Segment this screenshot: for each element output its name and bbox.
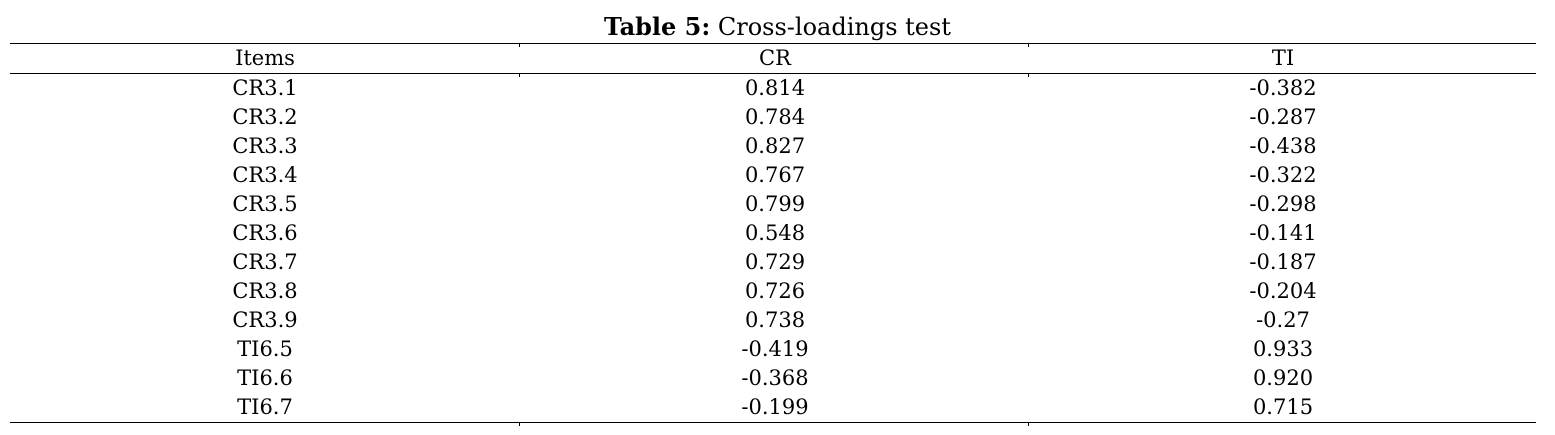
table-row: TI6.5 -0.419 0.933 — [10, 335, 1536, 364]
table-header-row: Items CR TI — [10, 43, 1536, 74]
cell-item: TI6.6 — [237, 366, 293, 390]
table-row: CR3.5 0.799 -0.298 — [10, 190, 1536, 219]
cell-cr: 0.827 — [744, 134, 806, 158]
cross-loadings-table: Items CR TI CR3.1 0.814 -0.382 CR3.2 0.784 -0… — [10, 43, 1536, 423]
cell-item: TI6.5 — [237, 337, 293, 361]
cell-item: TI6.7 — [237, 395, 293, 419]
table-caption-label: Table 5: — [604, 12, 711, 41]
cell-ti: -0.204 — [1249, 279, 1317, 303]
cell-ti: -0.187 — [1249, 250, 1317, 274]
cell-item: CR3.4 — [232, 163, 298, 187]
cell-item: CR3.1 — [232, 76, 298, 100]
cell-cr: -0.199 — [741, 395, 809, 419]
cell-item: CR3.3 — [232, 134, 298, 158]
cell-cr: -0.419 — [741, 337, 809, 361]
cell-cr: 0.784 — [744, 105, 806, 129]
table-caption: Table 5: Cross-loadings test — [0, 12, 1555, 42]
cell-item: CR3.5 — [232, 192, 298, 216]
cell-cr: 0.814 — [744, 76, 806, 100]
table-row: CR3.4 0.767 -0.322 — [10, 161, 1536, 190]
table-caption-title: Cross-loadings test — [717, 13, 951, 41]
table-body: CR3.1 0.814 -0.382 CR3.2 0.784 -0.287 CR3.3 0.8… — [10, 74, 1536, 423]
cell-item: CR3.6 — [232, 221, 298, 245]
cell-ti: -0.382 — [1249, 76, 1317, 100]
cell-ti: -0.27 — [1256, 308, 1310, 332]
cell-cr: 0.799 — [744, 192, 806, 216]
header-ti: TI — [1271, 46, 1295, 70]
cell-item: CR3.2 — [232, 105, 298, 129]
table-row: CR3.3 0.827 -0.438 — [10, 132, 1536, 161]
cross-loadings-table-container: Items CR TI CR3.1 0.814 -0.382 CR3.2 0.784 -0… — [10, 43, 1536, 423]
table-row: CR3.1 0.814 -0.382 — [10, 74, 1536, 104]
cell-cr: -0.368 — [741, 366, 809, 390]
cell-cr: 0.729 — [744, 250, 806, 274]
table-row: CR3.7 0.729 -0.187 — [10, 248, 1536, 277]
cell-cr: 0.767 — [744, 163, 806, 187]
table-row: CR3.8 0.726 -0.204 — [10, 277, 1536, 306]
cell-ti: 0.920 — [1252, 366, 1314, 390]
cell-ti: -0.141 — [1249, 221, 1317, 245]
cell-item: CR3.7 — [232, 250, 298, 274]
table-row: CR3.9 0.738 -0.27 — [10, 306, 1536, 335]
cell-item: CR3.9 — [232, 308, 298, 332]
cell-ti: -0.438 — [1249, 134, 1317, 158]
cell-item: CR3.8 — [232, 279, 298, 303]
cell-ti: 0.933 — [1252, 337, 1314, 361]
table-row: TI6.6 -0.368 0.920 — [10, 364, 1536, 393]
cell-cr: 0.548 — [744, 221, 806, 245]
table-row: CR3.6 0.548 -0.141 — [10, 219, 1536, 248]
header-items: Items — [235, 46, 295, 70]
table-row: TI6.7 -0.199 0.715 — [10, 393, 1536, 423]
table-row: CR3.2 0.784 -0.287 — [10, 103, 1536, 132]
cell-ti: -0.287 — [1249, 105, 1317, 129]
cell-cr: 0.738 — [744, 308, 806, 332]
cell-ti: -0.298 — [1249, 192, 1317, 216]
cell-ti: 0.715 — [1252, 395, 1314, 419]
cell-ti: -0.322 — [1249, 163, 1317, 187]
cell-cr: 0.726 — [744, 279, 806, 303]
header-cr: CR — [759, 46, 791, 70]
